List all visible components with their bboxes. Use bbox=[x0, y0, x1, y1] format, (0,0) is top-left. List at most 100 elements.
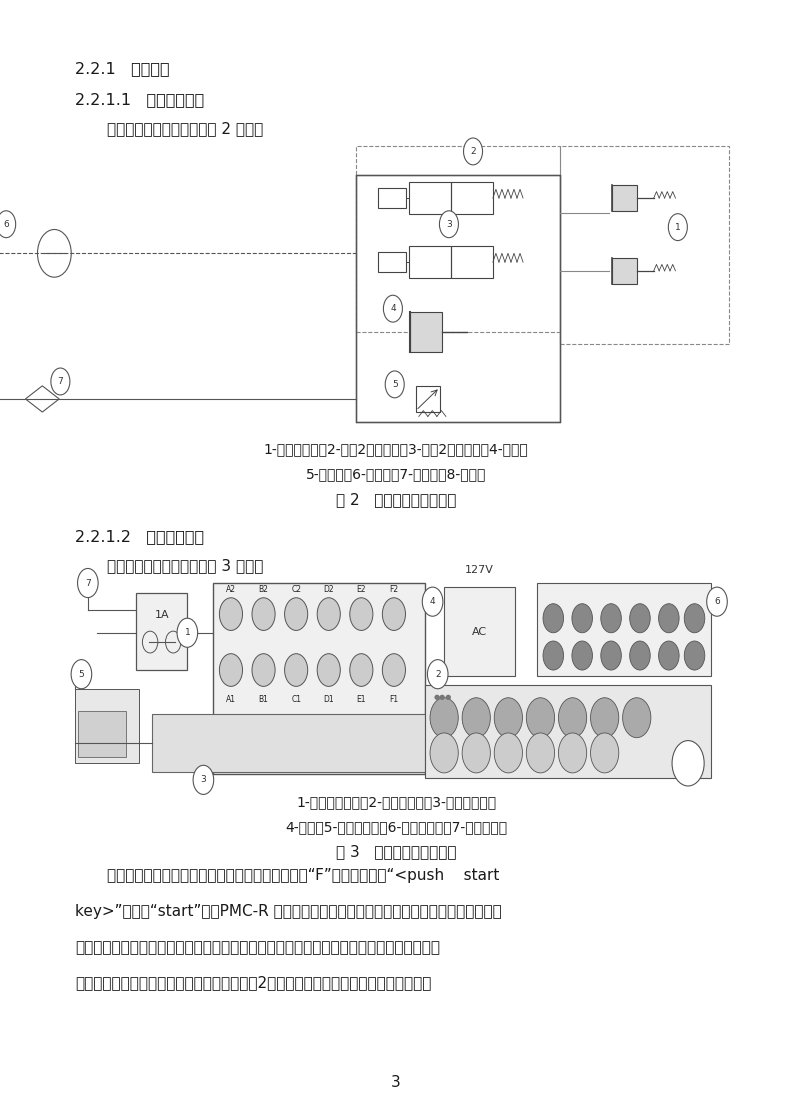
Text: 127V: 127V bbox=[465, 564, 494, 575]
Circle shape bbox=[317, 598, 341, 631]
Circle shape bbox=[630, 641, 650, 670]
Circle shape bbox=[543, 604, 564, 633]
Text: 液压控制系统工作原理如图 2 所示。: 液压控制系统工作原理如图 2 所示。 bbox=[107, 121, 263, 136]
Circle shape bbox=[430, 732, 459, 773]
Text: 5: 5 bbox=[392, 380, 398, 389]
Circle shape bbox=[462, 698, 490, 738]
Text: C2: C2 bbox=[291, 585, 301, 594]
Text: 3: 3 bbox=[446, 220, 451, 228]
Bar bbox=[356, 175, 561, 422]
Text: 2: 2 bbox=[435, 670, 440, 679]
Circle shape bbox=[219, 654, 242, 687]
Bar bbox=[356, 146, 561, 332]
Text: 3: 3 bbox=[391, 1075, 401, 1090]
Circle shape bbox=[684, 604, 705, 633]
Circle shape bbox=[527, 698, 554, 738]
Circle shape bbox=[430, 698, 459, 738]
Circle shape bbox=[317, 654, 341, 687]
Circle shape bbox=[51, 368, 70, 395]
Circle shape bbox=[350, 654, 373, 687]
Bar bbox=[136, 594, 188, 670]
Circle shape bbox=[494, 698, 523, 738]
Bar bbox=[379, 188, 406, 207]
Bar bbox=[213, 584, 425, 774]
Text: 5-卸压阀；6-单向阀；7-过滤器；8-关闭阀: 5-卸压阀；6-单向阀；7-过滤器；8-关闭阀 bbox=[306, 467, 486, 482]
Bar bbox=[416, 385, 440, 412]
Text: 5: 5 bbox=[78, 670, 84, 679]
Circle shape bbox=[601, 604, 622, 633]
Circle shape bbox=[78, 569, 98, 598]
Text: 1: 1 bbox=[185, 628, 190, 637]
Text: key>”，再按“start”键，PMC-R 系统控制油缸开始自动张紧，电液控制单元将压力传感器: key>”，再按“start”键，PMC-R 系统控制油缸开始自动张紧，电液控制… bbox=[75, 904, 502, 918]
Circle shape bbox=[591, 698, 619, 738]
Text: A1: A1 bbox=[226, 694, 236, 703]
Circle shape bbox=[591, 732, 619, 773]
Circle shape bbox=[440, 211, 459, 237]
Circle shape bbox=[558, 698, 587, 738]
Circle shape bbox=[543, 641, 564, 670]
Text: 1A: 1A bbox=[154, 610, 169, 620]
Bar bbox=[537, 584, 710, 676]
Circle shape bbox=[672, 740, 704, 786]
Text: 1: 1 bbox=[675, 223, 680, 232]
Circle shape bbox=[385, 371, 404, 398]
Bar bbox=[75, 689, 139, 764]
Text: 在电液控制单元面板上通过按键选择控制方式，按“F”键，屏幕显示“<push    start: 在电液控制单元面板上通过按键选择控制方式，按“F”键，屏幕显示“<push st… bbox=[107, 868, 499, 883]
Circle shape bbox=[383, 598, 406, 631]
Bar bbox=[152, 713, 425, 772]
Circle shape bbox=[422, 587, 443, 616]
Circle shape bbox=[350, 598, 373, 631]
Circle shape bbox=[462, 732, 490, 773]
Text: D2: D2 bbox=[323, 585, 334, 594]
Circle shape bbox=[252, 598, 275, 631]
Circle shape bbox=[284, 598, 308, 631]
Text: 制电磁先导阀动作，电磁先导阀动作后使液控2位三通阀动作，控制油缸的伸出和收缩。: 制电磁先导阀动作，电磁先导阀动作后使液控2位三通阀动作，控制油缸的伸出和收缩。 bbox=[75, 976, 432, 990]
Text: 1-电液控制单元；2-电磁驱动板；3-位移传感器；: 1-电液控制单元；2-电磁驱动板；3-位移传感器； bbox=[296, 795, 496, 809]
Bar bbox=[611, 258, 637, 284]
Bar bbox=[425, 684, 710, 777]
Text: 2: 2 bbox=[470, 147, 476, 156]
Circle shape bbox=[659, 641, 679, 670]
Circle shape bbox=[71, 660, 92, 689]
Text: 图 2   液压控制系统示意图: 图 2 液压控制系统示意图 bbox=[336, 492, 456, 506]
Circle shape bbox=[572, 641, 592, 670]
Text: 4: 4 bbox=[390, 305, 396, 314]
Text: F2: F2 bbox=[390, 585, 398, 594]
Text: C1: C1 bbox=[291, 694, 301, 703]
Text: 2.2.1.2   电气控制系统: 2.2.1.2 电气控制系统 bbox=[75, 529, 204, 543]
Circle shape bbox=[463, 138, 482, 165]
Text: 3: 3 bbox=[200, 775, 206, 784]
Bar bbox=[379, 252, 406, 272]
Circle shape bbox=[219, 598, 242, 631]
Text: ●●●: ●●● bbox=[433, 694, 451, 700]
Text: F1: F1 bbox=[390, 694, 398, 703]
Text: 和位移传感器传来的数据与设定值进行比较，将控制信号传送到电磁驱动板，电磁驱动板控: 和位移传感器传来的数据与设定值进行比较，将控制信号传送到电磁驱动板，电磁驱动板控 bbox=[75, 940, 440, 954]
Circle shape bbox=[684, 641, 705, 670]
Circle shape bbox=[572, 604, 592, 633]
Bar bbox=[409, 183, 451, 214]
Circle shape bbox=[527, 732, 554, 773]
Circle shape bbox=[252, 654, 275, 687]
Text: 4: 4 bbox=[430, 597, 436, 606]
Text: B1: B1 bbox=[259, 694, 268, 703]
Text: 6: 6 bbox=[3, 220, 9, 228]
Bar bbox=[444, 587, 515, 676]
Text: 电气控制系统工作原理如图 3 所示。: 电气控制系统工作原理如图 3 所示。 bbox=[107, 558, 263, 572]
Text: 2.2.1.1   液压控制系统: 2.2.1.1 液压控制系统 bbox=[75, 92, 204, 106]
Bar bbox=[78, 711, 127, 757]
Circle shape bbox=[630, 604, 650, 633]
Circle shape bbox=[383, 296, 402, 323]
Circle shape bbox=[177, 618, 198, 647]
Circle shape bbox=[659, 604, 679, 633]
Circle shape bbox=[0, 211, 16, 237]
Circle shape bbox=[284, 654, 308, 687]
Circle shape bbox=[428, 660, 448, 689]
Text: 6: 6 bbox=[714, 597, 720, 606]
Text: B2: B2 bbox=[259, 585, 268, 594]
Circle shape bbox=[706, 587, 727, 616]
Bar bbox=[409, 246, 451, 278]
Bar bbox=[451, 183, 493, 214]
Circle shape bbox=[668, 214, 687, 241]
Circle shape bbox=[383, 654, 406, 687]
Text: 1-电磁先导阀；2-液控2位三通阀；3-液控2位三通阀；4-油缸；: 1-电磁先导阀；2-液控2位三通阀；3-液控2位三通阀；4-油缸； bbox=[264, 442, 528, 457]
